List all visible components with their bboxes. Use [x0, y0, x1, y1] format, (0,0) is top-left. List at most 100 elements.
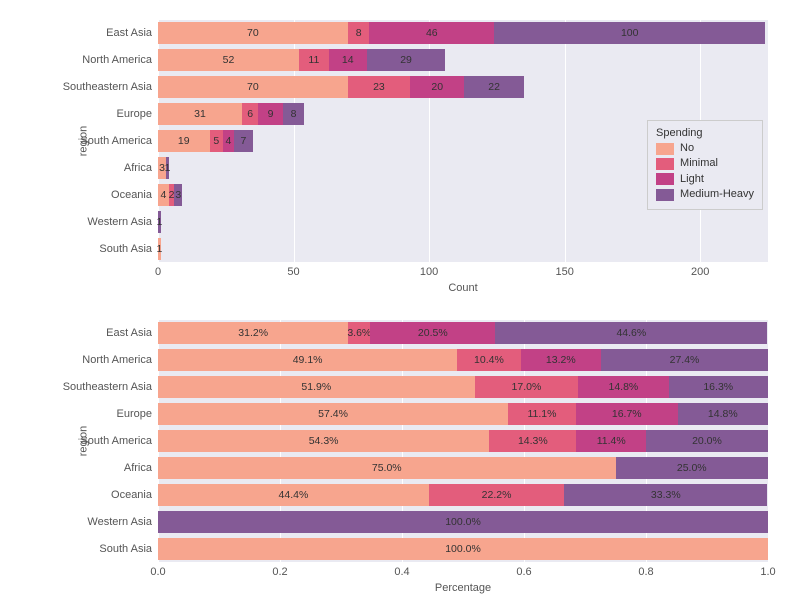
- bar-value-label: 11.4%: [597, 435, 626, 447]
- legend-label: Medium-Heavy: [680, 187, 754, 202]
- legend-swatch: [656, 158, 674, 170]
- bar-value-label: 3: [175, 189, 181, 201]
- bar-row: 52 11 1429: [158, 49, 768, 71]
- bar-segment: 100.0%: [158, 538, 768, 560]
- bar-value-label: 20.0%: [692, 435, 722, 447]
- bar-segment: 4: [223, 130, 234, 152]
- bar-value-label: 1: [165, 162, 171, 174]
- y-tick: South America: [80, 435, 158, 447]
- bar-segment: 11.4%: [576, 430, 646, 452]
- y-tick: Europe: [117, 408, 158, 420]
- x-tick: 50: [287, 262, 299, 278]
- bar-segment: 5: [210, 130, 224, 152]
- y-tick: East Asia: [106, 27, 158, 39]
- legend: Spending NoMinimalLightMedium-Heavy: [647, 120, 763, 210]
- bar-segment: 14.8%: [578, 376, 668, 398]
- y-tick: North America: [82, 54, 158, 66]
- bar-segment: 20.5%: [370, 322, 495, 344]
- bar-segment: 27.4%: [601, 349, 768, 371]
- bar-value-label: 11: [308, 54, 319, 66]
- bar-value-label: 49.1%: [293, 354, 323, 366]
- bar-segment: 20.0%: [646, 430, 768, 452]
- bar-value-label: 44.6%: [616, 327, 646, 339]
- bar-value-label: 22.2%: [482, 489, 512, 501]
- legend-swatch: [656, 189, 674, 201]
- bar-segment: 22: [464, 76, 524, 98]
- bar-segment: 8: [348, 22, 370, 44]
- bar-value-label: 4: [226, 135, 232, 147]
- bar-value-label: 27.4%: [670, 354, 700, 366]
- legend-swatch: [656, 143, 674, 155]
- bar-segment: 33.3%: [564, 484, 767, 506]
- bar-segment: 20: [410, 76, 464, 98]
- bar-segment: 70: [158, 22, 348, 44]
- x-tick: 1.0: [760, 562, 775, 578]
- y-tick: Africa: [124, 462, 158, 474]
- bar-segment: 14.8%: [678, 403, 768, 425]
- x-tick: 200: [691, 262, 709, 278]
- y-tick: South Asia: [99, 243, 158, 255]
- figure: region Count 050100150200East Asia708461…: [0, 0, 795, 602]
- y-tick: Oceania: [111, 189, 158, 201]
- bar-segment: 100.0%: [158, 511, 768, 533]
- bar-row: 1: [158, 211, 768, 233]
- y-tick: Western Asia: [87, 216, 158, 228]
- bar-segment: 3.6%: [348, 322, 370, 344]
- legend-item: No: [656, 141, 754, 156]
- bar-row: 100.0%: [158, 511, 768, 533]
- x-tick: 150: [555, 262, 573, 278]
- x-tick: 100: [420, 262, 438, 278]
- bar-value-label: 46: [426, 27, 438, 39]
- bar-value-label: 14.3%: [518, 435, 548, 447]
- bar-value-label: 9: [268, 108, 274, 120]
- bar-value-label: 23: [373, 81, 385, 93]
- bar-segment: 54.3%: [158, 430, 489, 452]
- y-tick: Western Asia: [87, 516, 158, 528]
- bar-value-label: 75.0%: [372, 462, 402, 474]
- bar-segment: 17.0%: [475, 376, 579, 398]
- bar-row: 70 8 46 100: [158, 22, 768, 44]
- bar-value-label: 8: [356, 27, 362, 39]
- bar-value-label: 25.0%: [677, 462, 707, 474]
- bar-value-label: 14.8%: [609, 381, 639, 393]
- bar-value-label: 31: [194, 108, 206, 120]
- bar-value-label: 10.4%: [474, 354, 504, 366]
- bar-row: 54.3% 14.3% 11.4% 20.0%: [158, 430, 768, 452]
- bar-value-label: 11.1%: [527, 408, 556, 420]
- bar-segment: 52: [158, 49, 299, 71]
- bar-value-label: 5: [213, 135, 219, 147]
- bar-segment: 70: [158, 76, 348, 98]
- bar-segment: 100: [494, 22, 765, 44]
- bar-value-label: 22: [488, 81, 500, 93]
- bar-segment: 49.1%: [158, 349, 457, 371]
- bar-value-label: 17.0%: [512, 381, 542, 393]
- bar-value-label: 7: [240, 135, 246, 147]
- bar-segment: 11.1%: [508, 403, 576, 425]
- xlabel-bottom: Percentage: [435, 562, 491, 594]
- x-tick: 0.6: [516, 562, 531, 578]
- bar-segment: 1: [158, 211, 161, 233]
- gridline: [768, 320, 769, 562]
- bar-value-label: 3: [159, 162, 165, 174]
- bar-segment: 14: [329, 49, 367, 71]
- legend-item: Light: [656, 172, 754, 187]
- bar-segment: 8: [283, 103, 305, 125]
- bar-value-label: 19: [178, 135, 190, 147]
- legend-label: Minimal: [680, 156, 718, 171]
- bar-segment: 57.4%: [158, 403, 508, 425]
- x-tick: 0.4: [394, 562, 409, 578]
- legend-swatch: [656, 173, 674, 185]
- bar-value-label: 1: [156, 216, 162, 228]
- y-tick: Southeastern Asia: [63, 81, 158, 93]
- bar-value-label: 51.9%: [301, 381, 331, 393]
- bar-segment: 1: [158, 238, 161, 260]
- bar-segment: 44.6%: [495, 322, 767, 344]
- legend-label: Light: [680, 172, 704, 187]
- bar-value-label: 100: [621, 27, 639, 39]
- bar-value-label: 6: [247, 108, 253, 120]
- legend-item: Medium-Heavy: [656, 187, 754, 202]
- y-tick: Europe: [117, 108, 158, 120]
- bar-value-label: 31.2%: [238, 327, 268, 339]
- bar-value-label: 100.0%: [445, 543, 481, 555]
- bar-segment: 29: [367, 49, 446, 71]
